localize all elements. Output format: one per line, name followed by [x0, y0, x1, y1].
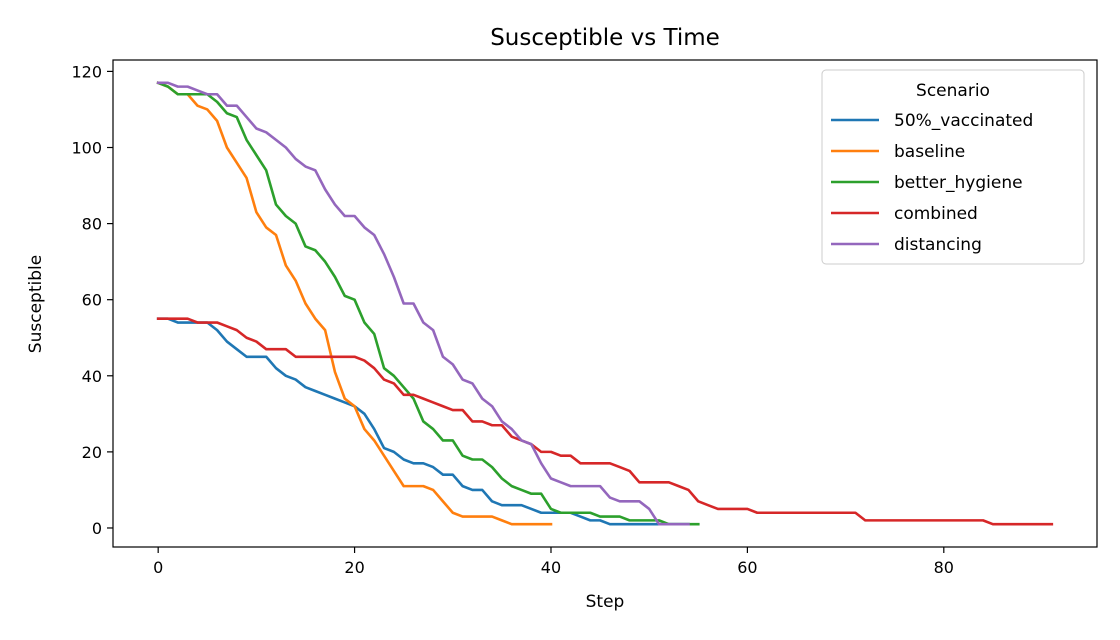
y-tick-label: 80	[82, 215, 102, 234]
legend-box	[821, 69, 1085, 265]
y-tick-label: 100	[71, 139, 102, 158]
legend-label-0: 50%_vaccinated	[894, 111, 1033, 131]
legend-label-2: better_hygiene	[894, 173, 1023, 193]
plot-frame	[112, 59, 1098, 548]
series-lines	[156, 81, 1054, 526]
legend-label-4: distancing	[894, 235, 982, 255]
x-axis: 0 20 40 60 80	[153, 547, 954, 577]
y-tick-label: 0	[92, 519, 102, 538]
y-tick-label: 60	[82, 291, 102, 310]
x-tick-label: 20	[344, 558, 364, 577]
series-line-1	[156, 81, 553, 526]
y-axis: 0 20 40 60 80 100 120	[71, 62, 113, 538]
legend-title: Scenario	[916, 81, 990, 101]
series-line-4	[156, 81, 690, 526]
legend-label-3: combined	[894, 204, 978, 224]
x-tick-label: 60	[737, 558, 757, 577]
legend-label-1: baseline	[894, 142, 965, 162]
y-tick-label: 40	[82, 367, 102, 386]
x-tick-label: 80	[934, 558, 954, 577]
series-line-3	[156, 317, 1054, 526]
chart-title: Susceptible vs Time	[490, 25, 720, 51]
legend: Scenario 50%_vaccinated baseline better_hy…	[821, 69, 1085, 265]
x-tick-label: 40	[541, 558, 561, 577]
x-tick-label: 0	[153, 558, 163, 577]
series-line-2	[156, 81, 700, 526]
y-tick-label: 120	[71, 62, 102, 81]
series-line-0	[156, 317, 690, 526]
x-axis-label: Step	[586, 592, 625, 612]
y-tick-label: 20	[82, 443, 102, 462]
y-axis-label: Susceptible	[26, 255, 46, 353]
legend-items: 50%_vaccinated baseline better_hygienecomb…	[831, 111, 1033, 255]
